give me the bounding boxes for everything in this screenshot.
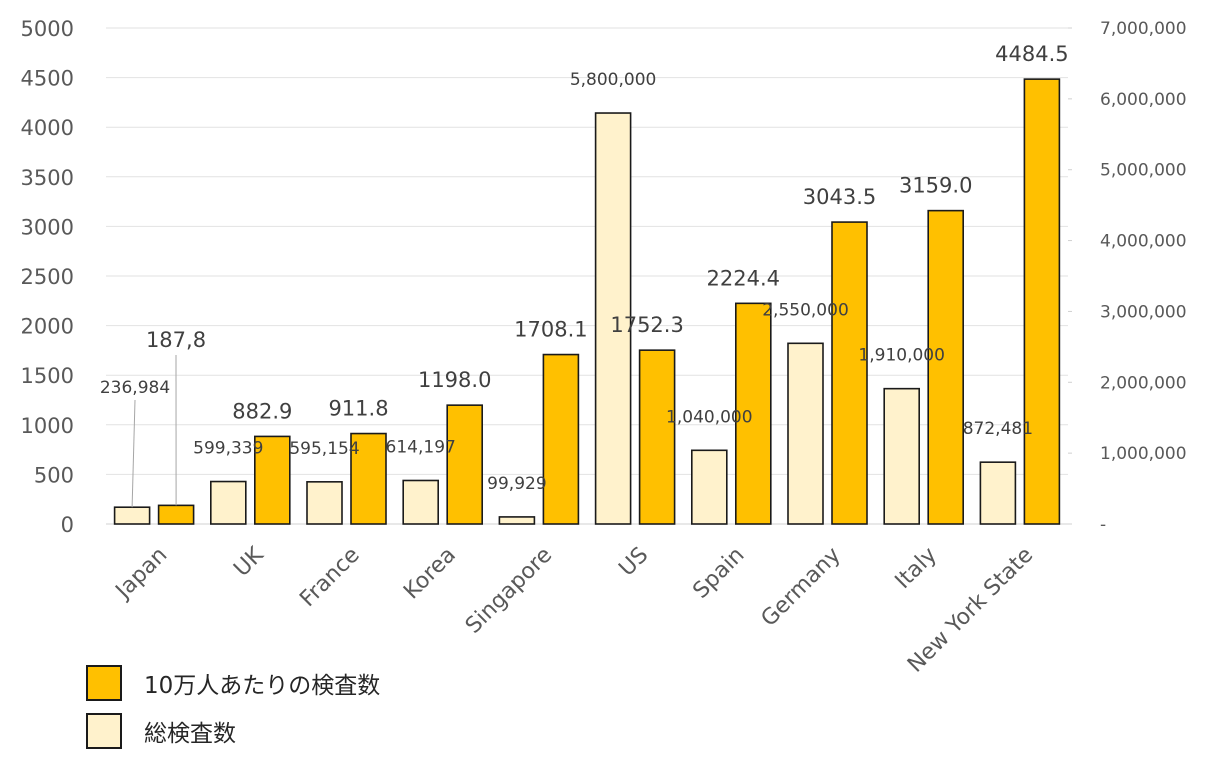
legend: 10万人あたりの検査数 総検査数 [86, 665, 380, 761]
legend-swatch-total-tests [86, 713, 122, 749]
bar-total-tests [211, 482, 246, 524]
y-left-tick-label: 4500 [21, 67, 74, 91]
x-category-label: Germany [757, 543, 846, 632]
data-label-total-tests: 599,339 [193, 439, 263, 459]
data-label-per-100k: 187,8 [146, 328, 206, 352]
data-label-total-tests: 595,154 [289, 439, 359, 459]
y-left-tick-label: 1500 [21, 364, 74, 388]
y-left-tick-label: 500 [34, 463, 74, 487]
data-label-total-tests: 99,929 [487, 474, 546, 494]
data-label-per-100k: 882.9 [232, 399, 292, 423]
y-right-tick-label: 3,000,000 [1100, 302, 1187, 322]
leader-line [132, 400, 135, 507]
y-right-tick-label: 5,000,000 [1100, 161, 1187, 181]
data-label-total-tests: 872,481 [963, 419, 1033, 439]
bar-per-100k [447, 405, 482, 524]
data-label-per-100k: 2224.4 [707, 266, 780, 290]
y-left-tick-label: 1000 [21, 414, 74, 438]
y-right-tick-label: 7,000,000 [1100, 19, 1187, 39]
bar-total-tests [499, 517, 534, 524]
data-label-per-100k: 1708.1 [514, 318, 587, 342]
y-right-tick-label: 1,000,000 [1100, 444, 1187, 464]
bar-per-100k [543, 355, 578, 524]
data-label-per-100k: 1752.3 [610, 313, 683, 337]
y-left-tick-label: 2500 [21, 265, 74, 289]
y-left-tick-label: 5000 [21, 17, 74, 41]
bar-per-100k [928, 211, 963, 524]
bar-total-tests [307, 482, 342, 524]
bar-total-tests [980, 462, 1015, 524]
bar-total-tests [788, 343, 823, 524]
data-label-total-tests: 236,984 [100, 378, 170, 398]
x-category-label: Singapore [461, 543, 557, 639]
y-left-tick-label: 4000 [21, 116, 74, 140]
x-category-label: Italy [891, 543, 942, 594]
bar-total-tests [692, 450, 727, 524]
bar-total-tests [403, 480, 438, 524]
data-label-total-tests: 614,197 [386, 437, 456, 457]
data-label-per-100k: 4484.5 [995, 42, 1068, 66]
legend-item-total-tests: 総検査数 [86, 713, 380, 749]
data-label-total-tests: 5,800,000 [570, 70, 657, 90]
bar-per-100k [159, 505, 194, 524]
legend-label-total-tests: 総検査数 [144, 714, 236, 748]
data-label-per-100k: 3043.5 [803, 185, 876, 209]
data-label-total-tests: 1,040,000 [666, 407, 753, 427]
legend-item-per-100k: 10万人あたりの検査数 [86, 665, 380, 701]
y-left-tick-label: 3000 [21, 215, 74, 239]
x-category-label: UK [229, 542, 269, 582]
bar-total-tests [884, 389, 919, 524]
bar-per-100k [1024, 79, 1059, 524]
x-category-label: Korea [399, 543, 461, 605]
y-left-tick-label: 3500 [21, 166, 74, 190]
y-left-tick-label: 0 [61, 513, 74, 537]
bar-per-100k [832, 222, 867, 524]
data-label-per-100k: 911.8 [328, 397, 388, 421]
legend-label-per-100k: 10万人あたりの検査数 [144, 666, 380, 700]
x-category-label: France [295, 543, 364, 612]
y-left-tick-label: 2000 [21, 315, 74, 339]
x-category-label: Spain [688, 543, 749, 604]
y-right-tick-label: 6,000,000 [1100, 90, 1187, 110]
data-label-per-100k: 3159.0 [899, 174, 972, 198]
data-label-per-100k: 1198.0 [418, 368, 491, 392]
x-category-label: Japan [110, 543, 172, 605]
data-label-total-tests: 2,550,000 [762, 300, 849, 320]
bar-per-100k [640, 350, 675, 524]
y-right-tick-label: 2,000,000 [1100, 373, 1187, 393]
x-category-label: US [614, 543, 653, 582]
legend-swatch-per-100k [86, 665, 122, 701]
y-right-tick-label: 4,000,000 [1100, 232, 1187, 252]
bar-total-tests [115, 507, 150, 524]
y-right-tick-label: - [1100, 515, 1106, 535]
data-label-total-tests: 1,910,000 [858, 346, 945, 366]
